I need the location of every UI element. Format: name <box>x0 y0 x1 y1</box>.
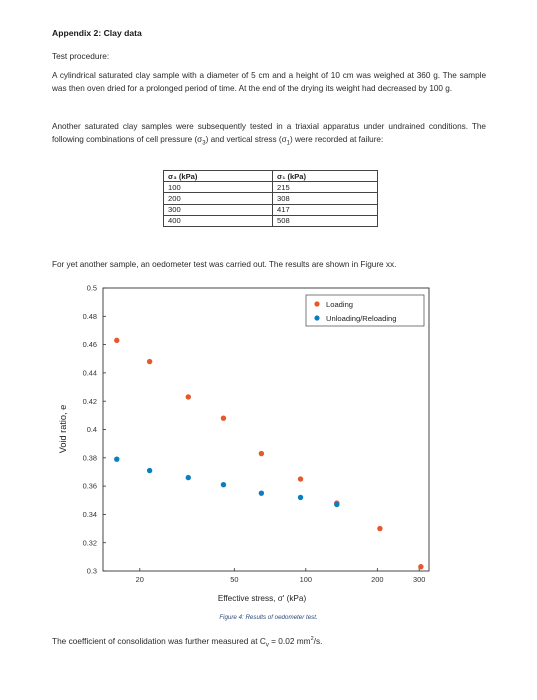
legend-marker-loading <box>314 301 320 307</box>
sigma3-subscript: 3 <box>202 140 206 147</box>
oedometer-intro: For yet another sample, an oedometer tes… <box>52 260 397 269</box>
y-tick-label: 0.34 <box>83 510 97 519</box>
oedometer-chart: 0.3 0.32 0.34 0.36 0.38 0.4 0.42 0.44 0.46 0.48 0.… <box>58 284 430 603</box>
legend-label-loading: Loading <box>326 300 353 309</box>
table-cell: 100 <box>163 181 273 194</box>
y-tick-label: 0.46 <box>83 340 97 349</box>
legend-label-unloading: Unloading/Reloading <box>326 314 397 323</box>
table-cell: 200 <box>163 192 273 205</box>
table-cell: 308 <box>272 192 378 205</box>
unloading-point <box>185 474 191 481</box>
unloading-point <box>334 501 340 508</box>
y-tick-label: 0.4 <box>87 425 97 434</box>
table-row: 100 215 <box>163 181 378 194</box>
y-tick-label: 0.5 <box>87 284 97 293</box>
legend-marker-unloading <box>314 315 320 321</box>
x-axis-ticks: 20 50 100 200 300 <box>136 568 425 584</box>
loading-point <box>258 450 265 457</box>
loading-point <box>220 415 227 421</box>
table-header-sigma1: σ₁ (kPa) <box>272 169 378 183</box>
loading-point <box>377 525 383 532</box>
unloading-point <box>220 481 227 488</box>
sigma1-symbol: σ <box>281 135 287 145</box>
y-axis-ticks: 0.3 0.32 0.34 0.36 0.38 0.4 0.42 0.44 0.46 0.48 0.… <box>83 284 106 576</box>
para2-part-c: ) were recorded at failure: <box>289 135 384 145</box>
x-axis-label: Effective stress, σ' (kPa) <box>218 594 307 603</box>
triaxial-table: σ₃ (kPa) σ₁ (kPa) 100 215 200 308 300 417 4… <box>163 169 378 227</box>
loading-point <box>146 358 153 365</box>
para2-part-b: ) and vertical stress ( <box>205 135 282 145</box>
unloading-point <box>114 456 120 462</box>
closing-sentence: The coefficient of consolidation was fur… <box>52 636 323 649</box>
units-superscript: 2 <box>310 636 314 643</box>
procedure-label: Test procedure: <box>52 51 110 61</box>
closing-after: = 0.02 mm <box>268 636 311 646</box>
y-axis-label: Void ratio, e <box>58 405 68 454</box>
y-tick-label: 0.38 <box>83 453 97 462</box>
loading-point <box>114 337 120 344</box>
y-tick-label: 0.3 <box>87 567 97 576</box>
x-tick-label: 50 <box>230 575 238 584</box>
table-row: 200 308 <box>163 192 378 205</box>
y-tick-label: 0.36 <box>83 482 97 491</box>
x-tick-label: 300 <box>413 575 425 584</box>
appendix-heading: Appendix 2: Clay data <box>52 28 142 38</box>
x-tick-label: 20 <box>136 575 144 584</box>
table-cell: 400 <box>163 214 273 227</box>
sigma3-symbol: σ <box>197 135 203 145</box>
loading-point <box>418 564 424 570</box>
legend-box <box>305 294 425 327</box>
table-cell: 300 <box>163 203 273 216</box>
y-tick-label: 0.32 <box>83 538 97 547</box>
sigma1-subscript: 1 <box>286 140 290 147</box>
table-cell: 508 <box>272 214 378 227</box>
closing-before: The coefficient of consolidation was fur… <box>52 636 266 646</box>
y-tick-label: 0.48 <box>83 312 97 321</box>
figure-caption: Figure 4: Results of oedometer test. <box>219 614 318 621</box>
table-cell: 215 <box>272 181 378 194</box>
table-header-sigma3: σ₃ (kPa) <box>163 169 273 183</box>
paragraph-clay-sample: A cylindrical saturated clay sample with… <box>52 71 486 94</box>
paragraph-triaxial: Another saturated clay samples were subs… <box>52 120 486 147</box>
para2-part-a: Another saturated clay samples were subs… <box>52 122 486 145</box>
loading-point <box>185 394 191 400</box>
y-tick-label: 0.44 <box>83 369 97 378</box>
x-tick-label: 200 <box>371 575 383 584</box>
table-row: 400 508 <box>163 214 378 227</box>
y-tick-label: 0.42 <box>83 397 97 406</box>
table-cell: 417 <box>272 203 378 216</box>
unloading-point <box>258 490 265 496</box>
unloading-point <box>146 467 153 474</box>
data-points <box>114 337 424 570</box>
legend: Loading Unloading/Reloading <box>305 294 425 327</box>
cv-subscript: v <box>265 642 269 649</box>
unloading-point <box>297 494 304 501</box>
closing-end: /s. <box>313 636 323 646</box>
table-row: 300 417 <box>163 203 378 216</box>
x-tick-label: 100 <box>300 575 312 584</box>
table-header-row: σ₃ (kPa) σ₁ (kPa) <box>163 169 378 183</box>
loading-point <box>297 476 304 482</box>
